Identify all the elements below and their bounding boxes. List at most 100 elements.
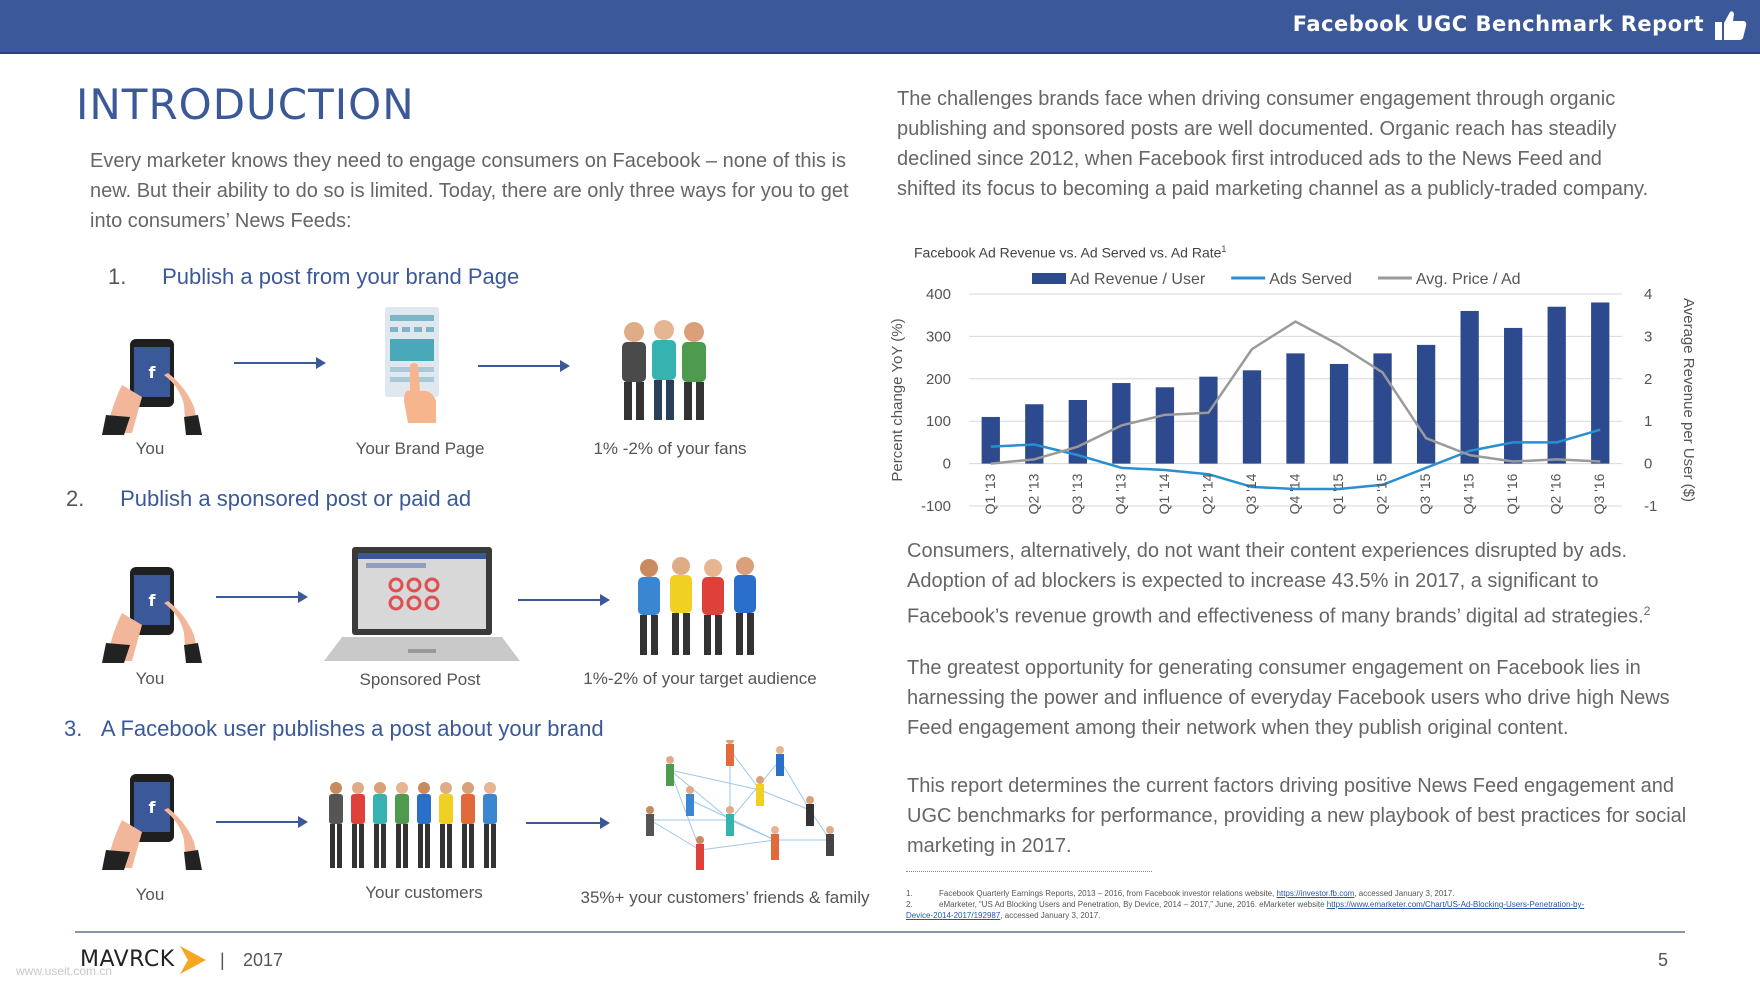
footnote-ref-2: 2: [1643, 604, 1651, 618]
footnote-number: 1.: [906, 889, 913, 898]
x-tick-label: Q2 '13: [1025, 473, 1041, 514]
header-bar: Facebook UGC Benchmark Report: [0, 0, 1760, 54]
caption-you: You: [135, 669, 165, 688]
paragraph-report-purpose: This report determines the current facto…: [907, 775, 1687, 857]
ad-revenue-chart: -100 0 100 200 300 400 -1 0 1 2 3 4 Q1 '13 Q2 '13 Q3 '…: [889, 271, 1697, 515]
footer-separator: |: [220, 950, 225, 970]
customers-group-icon: [329, 782, 497, 868]
y2-axis-title: Average Revenue per User ($): [1680, 298, 1697, 502]
bar: [1373, 353, 1392, 464]
flow-arrow: [478, 360, 570, 372]
footnote-divider: [906, 871, 1152, 872]
y-tick-label: 200: [926, 371, 951, 388]
step-number: 1.: [108, 264, 127, 289]
x-tick-label: Q4 '13: [1112, 473, 1128, 514]
caption-target-audience: 1%-2% of your target audience: [583, 669, 817, 688]
paragraph-ad-blockers: Consumers, alternatively, do not want th…: [907, 536, 1687, 632]
x-tick-label: Q3 '13: [1069, 473, 1085, 514]
x-tick-label: Q1 '15: [1330, 473, 1346, 514]
footnote-link[interactable]: https://www.emarketer.com/Chart/US-Ad-Bl…: [906, 900, 1585, 920]
x-tick-label: Q2 '16: [1548, 473, 1564, 514]
step-number: 2.: [66, 486, 85, 511]
footnote-number: 2.: [906, 900, 913, 909]
chart-title: Facebook Ad Revenue vs. Ad Served vs. Ad…: [914, 244, 1226, 261]
fans-group-icon: [622, 320, 706, 420]
phone-in-hands-icon: f: [102, 339, 202, 435]
flow-arrow: [234, 357, 326, 369]
x-tick-label: Q3 '15: [1417, 473, 1433, 514]
brand-page-icon: [385, 307, 439, 423]
footer-year: 2017: [243, 950, 284, 970]
step-text: Publish a sponsored post or paid ad: [120, 486, 472, 511]
caption-customers: Your customers: [365, 883, 483, 902]
caption-fans: 1% -2% of your fans: [593, 439, 747, 458]
footnote-1: 1. Facebook Quarterly Earnings Reports, 2…: [906, 888, 1586, 899]
step-1: 1. Publish a post from your brand Page: [108, 264, 519, 290]
bar: [1242, 370, 1262, 464]
bar: [1025, 404, 1044, 464]
flow-arrow: [216, 816, 308, 828]
x-tick-label: Q4 '14: [1287, 473, 1303, 514]
svg-text:f: f: [149, 591, 157, 610]
chart-title-footnote-ref: 1: [1221, 244, 1227, 254]
caption-brand-page: Your Brand Page: [355, 439, 485, 458]
bar: [1504, 327, 1523, 464]
y2-tick-label: 4: [1644, 286, 1652, 303]
y2-tick-label: 1: [1644, 413, 1652, 430]
footnote-text: eMarketer, “US Ad Blocking Users and Pen…: [939, 900, 1325, 909]
caption-sponsored-post: Sponsored Post: [359, 670, 481, 689]
legend-swatch: [1032, 273, 1066, 284]
footnote-2: 2. eMarketer, “US Ad Blocking Users and P…: [906, 899, 1586, 921]
friends-network-icon: [646, 740, 834, 870]
thumbs-up-icon: [1715, 11, 1747, 41]
flow-arrow: [216, 591, 308, 603]
page-number: 5: [1658, 950, 1669, 970]
y-tick-label: 400: [926, 286, 951, 303]
phone-in-hands-icon: f: [102, 567, 202, 663]
y2-tick-label: 2: [1644, 371, 1652, 388]
bar: [1547, 306, 1566, 464]
bar: [1416, 344, 1436, 464]
step-2: 2. Publish a sponsored post or paid ad: [66, 486, 471, 512]
x-tick-label: Q2 '14: [1199, 473, 1215, 514]
footer-divider: [75, 931, 1685, 933]
footnote-text: Facebook Quarterly Earnings Reports, 201…: [939, 889, 1275, 898]
y-tick-label: 300: [926, 328, 951, 345]
step-text: Publish a post from your brand Page: [162, 264, 520, 289]
report-title: Facebook UGC Benchmark Report: [1292, 12, 1704, 36]
x-tick-label: Q4 '15: [1461, 473, 1477, 514]
x-tick-label: Q3 '14: [1243, 473, 1259, 514]
y-tick-label: 100: [926, 413, 951, 430]
y2-tick-label: 3: [1644, 328, 1652, 345]
phone-in-hands-icon: f: [102, 774, 202, 870]
mavrck-chevron-icon: [180, 946, 206, 974]
bar: [1460, 310, 1479, 464]
y-axis-title: Percent change YoY (%): [889, 318, 906, 481]
target-audience-group-icon: [638, 557, 756, 655]
svg-text:f: f: [149, 363, 157, 382]
legend-label: Ads Served: [1269, 271, 1352, 288]
step-text: A Facebook user publishes a post about y…: [100, 716, 604, 741]
flow-arrow: [526, 817, 610, 829]
bar: [1155, 387, 1175, 464]
footnote-tail: , accessed January 3, 2017.: [1354, 889, 1455, 898]
footnote-tail: , accessed January 3, 2017.: [1000, 911, 1101, 920]
step-3: 3. A Facebook user publishes a post abou…: [64, 716, 604, 742]
bar: [981, 416, 1000, 464]
laptop-sponsored-post-icon: [324, 547, 520, 661]
footnote-link[interactable]: https://investor.fb.com: [1276, 889, 1355, 898]
x-tick-label: Q3 '16: [1591, 473, 1607, 514]
bar: [1112, 383, 1131, 464]
watermark: www.useit.com.cn: [16, 964, 113, 978]
series-line: [990, 428, 1601, 491]
paragraph-challenges: The challenges brands face when driving …: [897, 88, 1649, 200]
legend-label: Avg. Price / Ad: [1416, 271, 1521, 288]
x-tick-label: Q2 '15: [1374, 473, 1390, 514]
caption-friends-family: 35%+ your customers’ friends & family: [580, 888, 870, 907]
bar: [1199, 376, 1218, 464]
caption-you: You: [135, 885, 165, 904]
step-number: 3.: [64, 716, 83, 741]
flow-arrow: [518, 594, 610, 606]
mavrck-logo: MAVRCK: [80, 947, 175, 972]
x-tick-label: Q1 '16: [1504, 473, 1520, 514]
